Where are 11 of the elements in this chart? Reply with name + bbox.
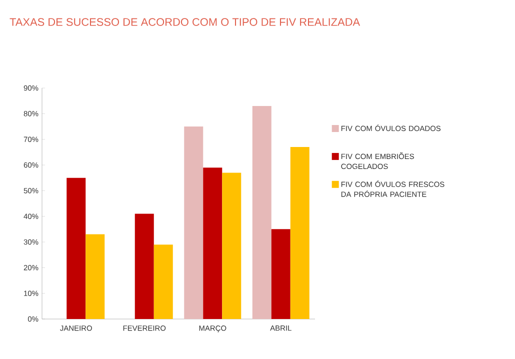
bar bbox=[252, 106, 272, 319]
bar bbox=[290, 147, 310, 319]
bar bbox=[86, 234, 105, 319]
bar bbox=[222, 172, 242, 319]
chart-title: TAXAS DE SUCESSO DE ACORDO COM O TIPO DE FIV REALIZADA bbox=[10, 18, 360, 26]
bar bbox=[271, 229, 290, 319]
bar bbox=[154, 244, 173, 319]
bar bbox=[184, 126, 204, 319]
bar bbox=[134, 214, 154, 319]
bar bbox=[203, 168, 222, 319]
bar bbox=[66, 178, 86, 319]
